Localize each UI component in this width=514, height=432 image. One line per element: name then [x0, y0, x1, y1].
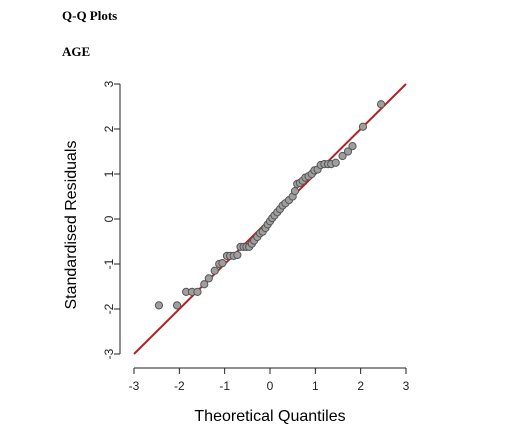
y-ticks: -3 -2 -1 0 1 2 3 [102, 80, 120, 359]
x-tick-label: -1 [219, 379, 230, 393]
y-tick-label: 3 [102, 80, 116, 87]
data-point [331, 158, 340, 167]
data-point [343, 147, 353, 156]
y-tick-label: 0 [102, 215, 116, 222]
x-axis-title: Theoretical Quantiles [194, 408, 345, 425]
data-points [154, 100, 386, 310]
variable-subtitle: AGE [62, 44, 91, 59]
y-tick-label: -3 [102, 348, 116, 359]
data-point [376, 100, 386, 109]
y-tick-label: -2 [102, 303, 116, 314]
y-tick-label: 1 [102, 170, 116, 177]
x-tick-label: 1 [312, 379, 319, 393]
y-tick-label: -1 [102, 258, 116, 269]
data-point [348, 142, 357, 151]
data-point [204, 274, 213, 283]
x-ticks: -3 -2 -1 0 1 2 3 [129, 368, 410, 393]
data-point [210, 266, 219, 275]
y-axis-title: Standardised Residuals [63, 141, 80, 310]
data-point [233, 250, 242, 260]
data-point [200, 280, 209, 289]
x-tick-label: 0 [267, 379, 274, 393]
x-tick-label: 2 [357, 379, 364, 393]
y-tick-label: 2 [102, 125, 116, 132]
data-point [193, 287, 202, 296]
data-point [290, 187, 300, 196]
data-point [172, 301, 182, 310]
data-point [338, 151, 347, 161]
page-title: Q-Q Plots [62, 8, 118, 23]
data-point [218, 259, 227, 268]
data-point [358, 122, 368, 131]
x-tick-label: 3 [403, 379, 410, 393]
x-tick-label: -2 [174, 379, 185, 393]
x-tick-label: -3 [129, 379, 140, 393]
data-point [154, 301, 164, 310]
